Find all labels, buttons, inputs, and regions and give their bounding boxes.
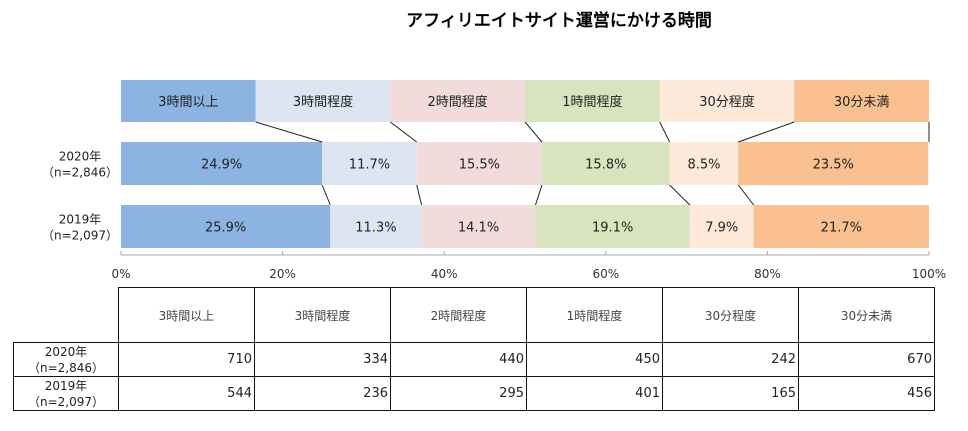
x-tick-label: 0% [111, 267, 130, 281]
row-year: 2019年 [44, 378, 88, 393]
data-label: 11.7% [349, 158, 390, 173]
bar-segment [330, 205, 422, 248]
bar-segment [121, 142, 323, 185]
x-tick-label: 80% [754, 267, 781, 281]
data-label: 19.1% [592, 221, 633, 236]
bar-segment [738, 142, 929, 185]
legend-label: 2時間程度 [428, 94, 488, 110]
bar-segment [322, 142, 417, 185]
table-header: 1時間程度 [526, 287, 663, 343]
x-tick-label: 40% [431, 267, 458, 281]
connector-line [321, 184, 331, 206]
data-label: 15.5% [459, 158, 500, 173]
table-cell: 334 [254, 342, 391, 377]
row-n: （n=2,097） [27, 394, 104, 409]
legend-label: 30分程度 [699, 94, 755, 110]
row-label: 2019年 （n=2,097） [13, 376, 119, 411]
data-label: 21.7% [821, 221, 862, 236]
data-label: 8.5% [687, 158, 720, 173]
bar-segment [753, 205, 929, 248]
connector-line [524, 121, 543, 143]
bar-segment [541, 142, 670, 185]
table-cell: 670 [798, 342, 935, 377]
data-table: 3時間以上 3時間程度 2時間程度 1時間程度 30分程度 30分未満 2020… [13, 287, 935, 411]
legend-swatch [255, 80, 391, 122]
table-cell: 236 [254, 376, 391, 411]
bar-segment [421, 205, 536, 248]
legend-swatch [659, 80, 795, 122]
category-label: 2019年 [59, 213, 102, 227]
x-tick-label: 60% [592, 267, 619, 281]
row-label: 2020年 （n=2,846） [13, 342, 119, 377]
x-tick-label: 100% [912, 267, 946, 281]
table-header: 3時間程度 [254, 287, 391, 343]
row-year: 2020年 [44, 344, 88, 359]
category-label: 2020年 [59, 150, 102, 164]
table-cell: 450 [526, 342, 663, 377]
table-row: 2019年 （n=2,097） 544 236 295 401 165 456 [13, 376, 935, 411]
table-row: 2020年 （n=2,846） 710 334 440 450 242 670 [13, 342, 935, 377]
connector-line [737, 184, 755, 206]
data-label: 24.9% [201, 158, 242, 173]
connector-line [390, 121, 418, 143]
table-header: 2時間程度 [390, 287, 527, 343]
connector-line [669, 184, 691, 206]
table-cell: 165 [662, 376, 799, 411]
table-cell: 544 [118, 376, 255, 411]
data-label: 25.9% [205, 221, 246, 236]
legend-label: 1時間程度 [562, 94, 622, 110]
bar-segment [121, 205, 331, 248]
connector-line [416, 184, 423, 206]
chart-title: アフィリエイトサイト運営にかける時間 [406, 11, 712, 31]
data-label: 7.9% [705, 221, 738, 236]
x-tick-label: 20% [269, 267, 296, 281]
stacked-bar-chart: 3時間以上 3時間程度 2時間程度 1時間程度 30分程度 30分未満 24.9% 11.7%… [42, 80, 946, 281]
legend-label: 30分未満 [834, 95, 890, 110]
connector-line [535, 184, 543, 206]
table-cell: 456 [798, 376, 935, 411]
bar-segment [669, 142, 739, 185]
legend-swatch [794, 80, 929, 122]
table-header-row: 3時間以上 3時間程度 2時間程度 1時間程度 30分程度 30分未満 [13, 287, 935, 343]
connector-line [659, 121, 671, 143]
table-cell: 295 [390, 376, 527, 411]
connector-line [255, 121, 323, 143]
category-label: （n=2,097） [42, 229, 118, 243]
table-header: 3時間以上 [118, 287, 255, 343]
table-header: 30分程度 [662, 287, 799, 343]
bar-segment [689, 205, 754, 248]
legend-label: 3時間程度 [293, 94, 353, 110]
bar-segment [535, 205, 690, 248]
table-header: 30分未満 [798, 287, 935, 343]
table-cell: 401 [526, 376, 663, 411]
legend-swatch [390, 80, 525, 122]
category-label: （n=2,846） [42, 166, 118, 180]
data-label: 23.5% [813, 158, 854, 173]
data-label: 15.8% [585, 158, 626, 173]
table-cell: 242 [662, 342, 799, 377]
legend-swatch [121, 80, 256, 122]
table-corner [13, 287, 119, 343]
row-n: （n=2,846） [27, 360, 104, 375]
table-cell: 710 [118, 342, 255, 377]
table-cell: 440 [390, 342, 527, 377]
legend-swatch [525, 80, 660, 122]
connector-line [738, 121, 795, 143]
legend-label: 3時間以上 [158, 95, 218, 110]
bar-segment [416, 142, 542, 185]
data-label: 14.1% [458, 221, 499, 236]
data-label: 11.3% [355, 221, 396, 236]
